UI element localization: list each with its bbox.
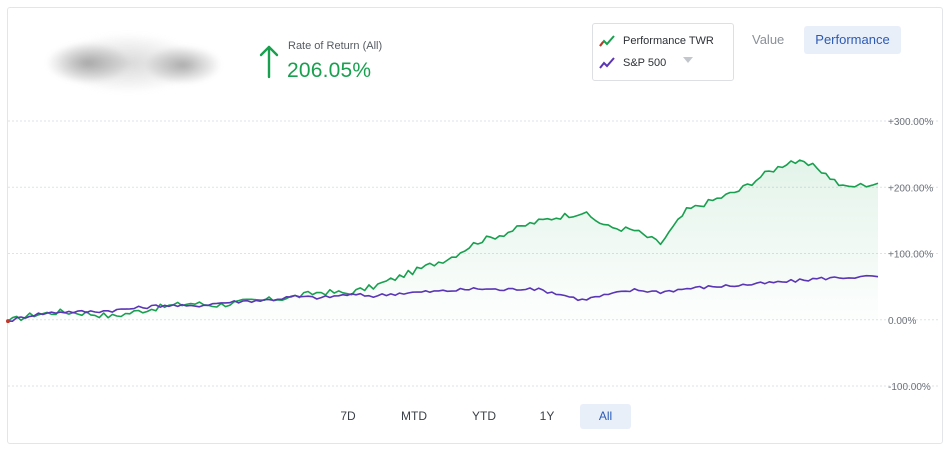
rate-of-return-value: 206.05% xyxy=(287,59,372,82)
series-line-sp500 xyxy=(7,274,879,322)
legend-item-sp500[interactable]: S&P 500 xyxy=(599,54,666,72)
range-button-all[interactable]: All xyxy=(580,404,631,429)
start-point-marker xyxy=(6,319,10,324)
range-button-ytd[interactable]: YTD xyxy=(472,409,496,423)
redacted-account-block xyxy=(28,20,223,106)
performance-toggle-button[interactable]: Performance xyxy=(804,26,901,54)
range-button-1y[interactable]: 1Y xyxy=(539,409,555,423)
legend-item-performance[interactable]: Performance TWR xyxy=(599,32,714,50)
legend-label: Performance TWR xyxy=(623,35,714,47)
y-tick-label: 0.00% xyxy=(888,316,916,327)
range-button-7d[interactable]: 7D xyxy=(340,409,356,423)
y-tick-label: +200.00% xyxy=(888,183,933,194)
line-chart-icon xyxy=(599,35,615,47)
chart-legend[interactable]: Performance TWR S&P 500 xyxy=(592,23,734,81)
range-button-mtd[interactable]: MTD xyxy=(401,409,427,423)
legend-label: S&P 500 xyxy=(623,57,667,69)
y-tick-label: +100.00% xyxy=(888,250,933,261)
line-chart-icon xyxy=(599,57,615,69)
series-area-fill xyxy=(8,160,878,322)
chevron-down-icon[interactable] xyxy=(682,56,694,64)
rate-of-return-label: Rate of Return (All) xyxy=(288,40,383,52)
series-line-performance xyxy=(7,159,879,322)
y-tick-label: +300.00% xyxy=(888,117,933,128)
y-tick-label: -100.00% xyxy=(888,382,931,393)
arrow-up-icon xyxy=(259,45,279,79)
value-toggle-button[interactable]: Value xyxy=(752,32,785,47)
